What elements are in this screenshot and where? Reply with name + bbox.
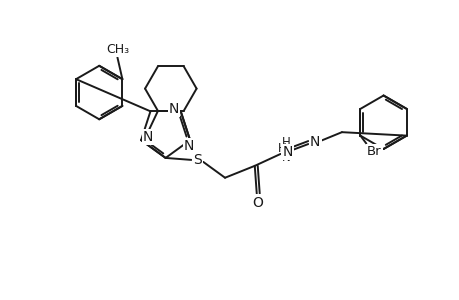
Text: H
N: H N	[281, 136, 290, 164]
Text: N: N	[168, 102, 179, 116]
Text: CH₃: CH₃	[106, 43, 129, 56]
Text: Br: Br	[366, 145, 381, 158]
Text: N: N	[309, 135, 320, 149]
Text: H: H	[278, 142, 286, 154]
Text: N: N	[143, 130, 153, 144]
Text: N: N	[282, 145, 292, 159]
Text: N: N	[184, 139, 194, 153]
Text: O: O	[252, 196, 263, 209]
Text: S: S	[192, 153, 201, 167]
